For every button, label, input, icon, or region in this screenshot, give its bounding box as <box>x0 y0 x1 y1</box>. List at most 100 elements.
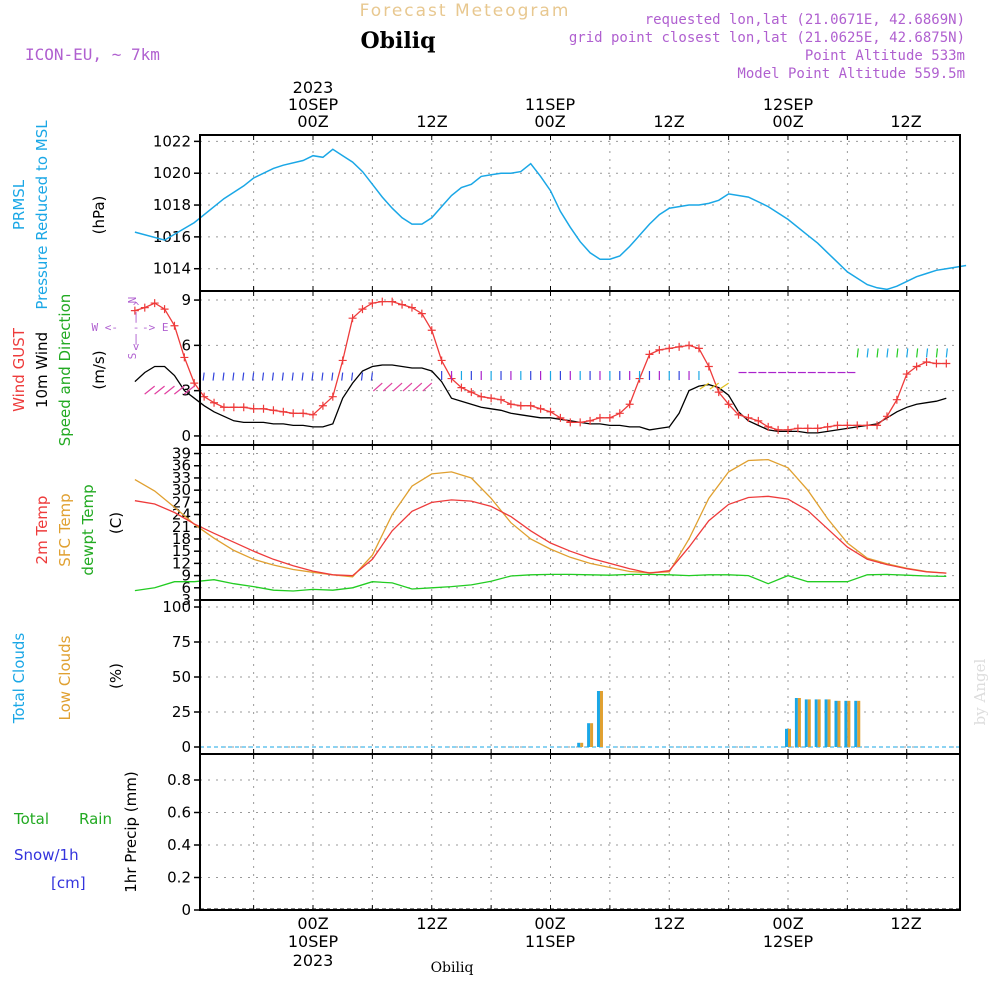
ytick-label: 0 <box>181 901 191 919</box>
gust-marker <box>764 422 773 431</box>
gust-marker <box>615 409 624 418</box>
ytick-label: 75 <box>172 633 191 651</box>
gust-marker <box>546 407 555 416</box>
label-cm: [cm] <box>51 874 86 892</box>
wind-arrow <box>699 382 710 390</box>
gust-marker <box>130 306 139 315</box>
gust-marker <box>526 401 535 410</box>
series-line-prmsl <box>134 148 967 291</box>
label-percent: (%) <box>107 663 125 689</box>
ytick-label: 39 <box>172 445 191 463</box>
gust-marker <box>210 398 219 407</box>
hour-bottom-6: 12Z <box>890 914 921 933</box>
wind-arrow <box>916 348 919 358</box>
cloud-bar-total <box>844 700 848 747</box>
wind-arrow <box>252 372 255 381</box>
gust-marker <box>358 305 367 314</box>
gust-marker <box>279 407 288 416</box>
hour-bottom-5: 00Z <box>772 914 803 933</box>
ytick-label: 0.2 <box>167 869 191 887</box>
cloud-bar-total <box>814 699 818 747</box>
gust-marker <box>566 418 575 427</box>
ytick-label: 0 <box>181 738 191 756</box>
wind-arrow <box>261 372 265 381</box>
point-altitude: Point Altitude 533m <box>805 48 965 64</box>
gust-marker <box>437 356 446 365</box>
gust-marker <box>803 424 812 433</box>
day-top-1: 10SEP <box>288 95 339 114</box>
gust-marker <box>200 392 209 401</box>
gust-marker <box>734 410 743 419</box>
wind-arrow <box>281 372 284 381</box>
gust-marker <box>793 424 802 433</box>
gridpoint-coords: grid point closest lon,lat (21.0625E, 42… <box>569 30 965 46</box>
wind-arrow <box>222 372 225 381</box>
ytick-label: 6 <box>181 336 191 354</box>
ytick-label: 1018 <box>153 196 191 214</box>
label-total: Total <box>13 810 49 828</box>
wind-arrow <box>382 382 393 392</box>
cloud-bar-low <box>797 698 801 747</box>
label-ms: (m/s) <box>90 350 108 389</box>
ytick-label: 1022 <box>153 132 191 150</box>
hour-bottom-1: 00Z <box>297 914 328 933</box>
gust-marker <box>724 400 733 409</box>
ytick-label: 1016 <box>153 228 191 246</box>
ytick-label: 12 <box>172 554 191 572</box>
gust-marker <box>338 356 347 365</box>
gust-marker <box>833 421 842 430</box>
ytick-label: 30 <box>172 481 191 499</box>
cloud-bar-total <box>596 691 600 747</box>
gust-marker <box>259 404 268 413</box>
wind-arrow <box>232 372 235 381</box>
ytick-label: 1014 <box>153 260 191 278</box>
gust-marker <box>289 409 298 418</box>
gust-marker <box>229 403 238 412</box>
wind-arrow <box>341 372 344 381</box>
cloud-bar-low <box>817 699 821 747</box>
ytick-label: 6 <box>181 579 191 597</box>
day-bottom-1: 10SEP <box>288 932 339 951</box>
wind-arrow <box>291 372 294 381</box>
hour-top-4: 12Z <box>653 112 684 131</box>
label-hpa: (hPa) <box>90 196 108 235</box>
hour-top-2: 12Z <box>416 112 447 131</box>
hour-top-5: 00Z <box>772 112 803 131</box>
wind-arrow <box>402 382 413 392</box>
panels: 1014101610181020102203693691215182124273… <box>130 132 967 919</box>
gust-marker <box>853 421 862 430</box>
ytick-label: 33 <box>172 469 191 487</box>
cloud-bar-total <box>587 723 591 747</box>
gust-marker <box>427 326 436 335</box>
cloud-bar-low <box>599 691 603 747</box>
year-top: 2023 <box>293 78 334 97</box>
cloud-bar-low <box>837 700 841 747</box>
label-wind-gust: Wind GUST <box>10 327 28 412</box>
gust-marker <box>140 303 149 312</box>
wind-arrow <box>212 372 215 381</box>
gust-marker <box>219 403 228 412</box>
ytick-label: 25 <box>172 703 191 721</box>
gust-marker <box>932 359 941 368</box>
wind-arrow <box>311 372 314 381</box>
label-precip: 1hr Precip (mm) <box>122 771 140 892</box>
gust-marker <box>378 297 387 306</box>
compass-e: -> E <box>142 321 169 334</box>
label-celsius: (C) <box>107 512 125 534</box>
cloud-bar-low <box>827 699 831 747</box>
wind-arrow <box>350 372 354 381</box>
wind-arrow <box>242 372 245 381</box>
gust-marker <box>249 404 258 413</box>
gust-marker <box>922 357 931 366</box>
gust-marker <box>823 422 832 431</box>
gust-marker <box>190 379 199 388</box>
series-line-10m-wind <box>134 364 947 434</box>
gust-marker <box>388 297 397 306</box>
footer-location: Obiliq <box>431 960 474 976</box>
cloud-bar-low <box>807 699 811 747</box>
gust-marker <box>269 406 278 415</box>
hour-top-1: 00Z <box>297 112 328 131</box>
gust-marker <box>417 309 426 318</box>
gust-marker <box>665 344 674 353</box>
gust-marker <box>655 345 664 354</box>
